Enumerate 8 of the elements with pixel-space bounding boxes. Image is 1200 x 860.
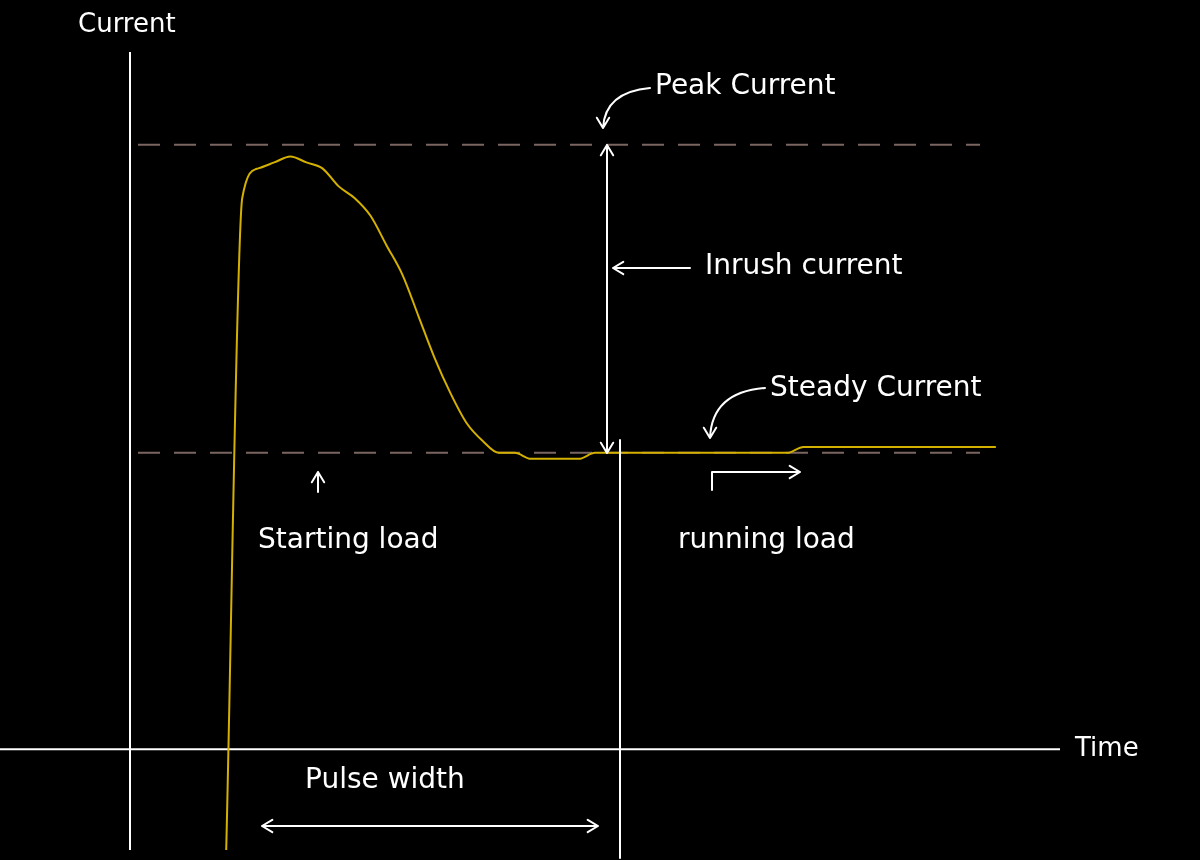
y-axis-title: Current xyxy=(78,8,176,38)
text: Peak Current xyxy=(655,68,836,101)
x-axis-title: Time xyxy=(1075,732,1139,762)
annotation: Inrush current xyxy=(705,248,903,281)
annotation: Pulse width xyxy=(305,762,465,795)
annotation: running load xyxy=(678,522,855,555)
annotation: Starting load xyxy=(258,522,439,555)
annotation: Steady Current xyxy=(770,370,982,403)
